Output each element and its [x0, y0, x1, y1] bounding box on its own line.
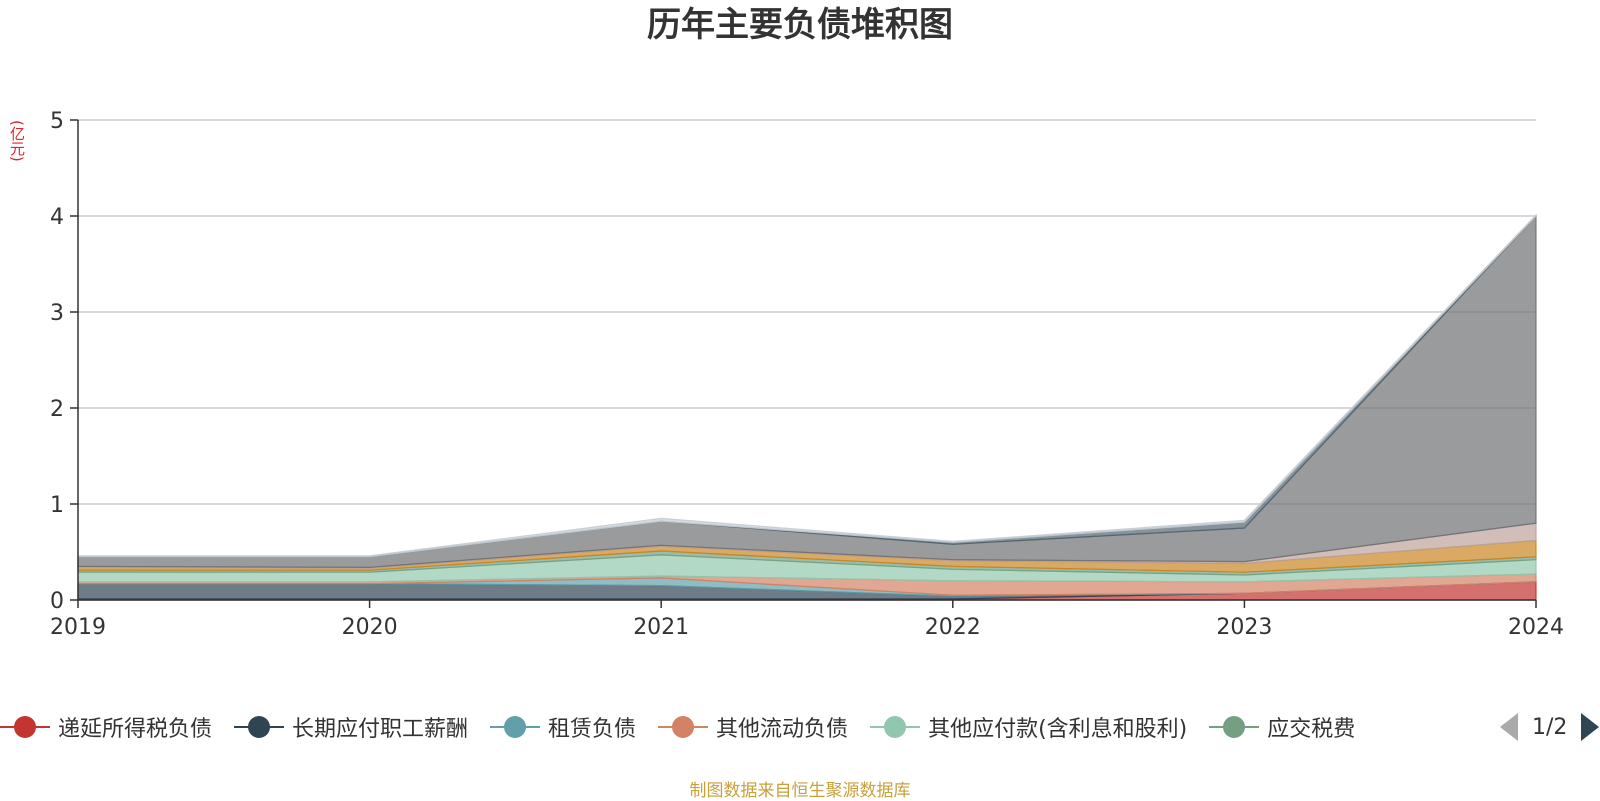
legend-swatch: [1209, 710, 1260, 744]
x-tick-label: 2024: [1508, 615, 1564, 640]
area-series: [77, 213, 1537, 601]
legend-pager: 1/2: [1500, 712, 1600, 742]
legend-label: 其他应付款(含利息和股利): [928, 717, 1188, 742]
legend-item[interactable]: 递延所得税负债: [0, 710, 212, 744]
legend-item[interactable]: 租赁负债: [490, 710, 636, 744]
data-source-note: 制图数据来自恒生聚源数据库: [689, 781, 911, 801]
area-series-10: [77, 213, 1537, 558]
legend-page-indicator: 1/2: [1532, 714, 1568, 740]
y-tick-label: 4: [50, 205, 64, 230]
area-series-8: [77, 214, 1537, 569]
y-tick-label: 0: [50, 589, 64, 614]
legend-label: 其他流动负债: [716, 717, 849, 742]
x-tick-label: 2022: [925, 615, 981, 640]
x-tick-label: 2021: [633, 615, 689, 640]
legend-item[interactable]: 长期应付职工薪酬: [234, 710, 468, 744]
legend: 递延所得税负债 长期应付职工薪酬 租赁负债 其他流动负债 其他应付款(含利息和股利) 应交…: [0, 710, 1470, 744]
chart-title: 历年主要负债堆积图: [647, 5, 953, 45]
legend-next-page-icon[interactable]: [1581, 713, 1600, 741]
legend-prev-page-icon[interactable]: [1500, 713, 1518, 741]
x-tick-label: 2023: [1216, 615, 1272, 640]
legend-swatch: [0, 710, 50, 744]
y-tick-label: 1: [50, 493, 64, 518]
legend-swatch: [234, 710, 285, 744]
legend-label: 应交税费: [1267, 717, 1356, 742]
axes: 0 1 2 3 4 5 2019 2020 2021 2022 2023 2024: [50, 109, 1564, 640]
y-tick-label: 5: [50, 109, 64, 134]
legend-label: 长期应付职工薪酬: [292, 717, 469, 742]
legend-label: 租赁负债: [548, 717, 637, 742]
y-tick-label: 2: [50, 397, 64, 422]
x-tick-label: 2019: [50, 615, 106, 640]
legend-item[interactable]: 其他流动负债: [658, 710, 848, 744]
legend-label: 递延所得税负债: [58, 717, 213, 742]
legend-swatch: [870, 710, 921, 744]
y-axis-unit-label: (亿元): [8, 120, 26, 162]
legend-swatch: [658, 710, 709, 744]
legend-item[interactable]: 其他应付款(含利息和股利): [870, 710, 1187, 744]
legend-swatch: [490, 710, 541, 744]
legend-item[interactable]: 应交税费: [1209, 710, 1355, 744]
x-tick-label: 2020: [342, 615, 398, 640]
stacked-area-chart: 0 1 2 3 4 5 2019 2020 2021 2022 2023 2024: [50, 109, 1564, 640]
y-tick-label: 3: [50, 301, 64, 326]
